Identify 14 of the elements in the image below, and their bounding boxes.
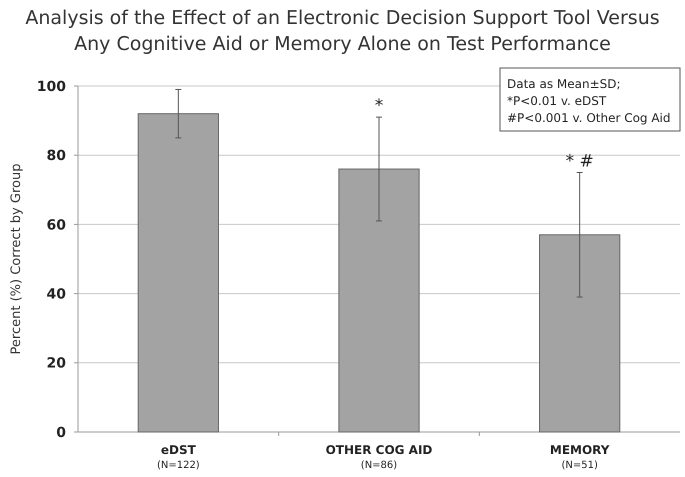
y-axis-title: Percent (%) Correct by Group <box>9 164 24 354</box>
y-tick-label: 20 <box>46 356 66 372</box>
annotation: Data as Mean±SD; *P<0.01 v. eDST #P<0.001 v. Other Cog Aid <box>507 77 671 125</box>
y-tick-label: 40 <box>46 286 66 302</box>
annotation: * # <box>566 152 594 172</box>
chart-title: Analysis of the Effect of an Electronic Decision Support Tool Versus Any Cognitive Aid or Memory Alone on Test Performance <box>25 7 660 55</box>
y-tick-label: 100 <box>36 78 66 95</box>
x-tick-label: OTHER COG AID (N=86) <box>326 443 432 471</box>
x-tick-label: eDST (N=122) <box>156 443 200 471</box>
y-tick-label: 60 <box>46 217 66 234</box>
x-tick-label: MEMORY (N=51) <box>550 443 610 471</box>
y-tick-label: 80 <box>46 148 66 164</box>
annotation: * <box>374 96 384 116</box>
y-tick-label: 0 <box>56 424 66 441</box>
